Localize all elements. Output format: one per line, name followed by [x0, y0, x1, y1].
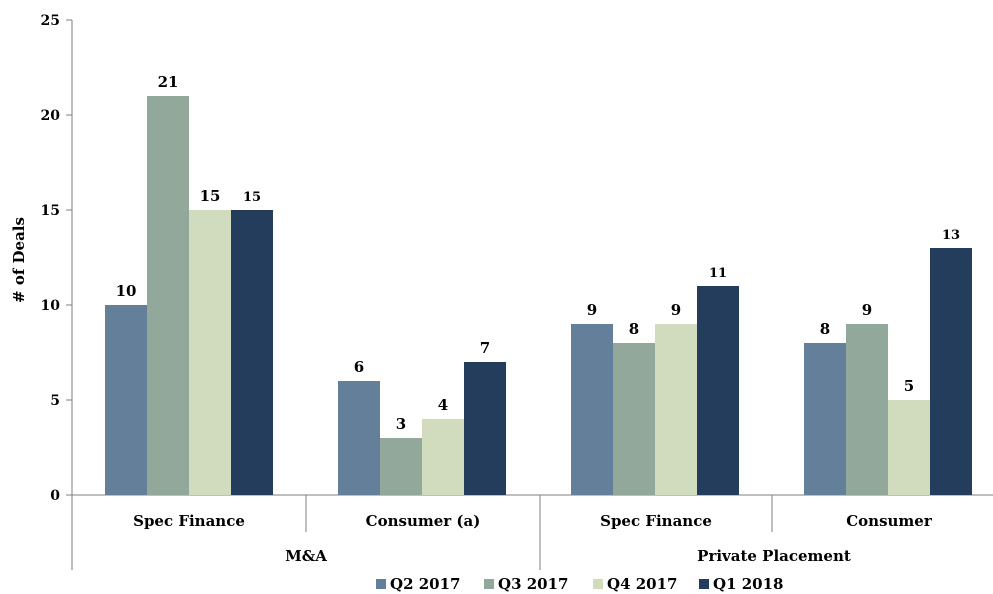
bar: [189, 210, 231, 495]
legend-label: Q3 2017: [498, 575, 568, 593]
category-label: Spec Finance: [133, 512, 245, 530]
legend-swatch: [484, 579, 494, 589]
data-label: 15: [243, 190, 261, 205]
legend-swatch: [593, 579, 603, 589]
data-label: 3: [396, 415, 406, 433]
data-label: 9: [671, 301, 681, 319]
legend: Q2 2017 Q3 2017 Q4 2017 Q1 2018: [376, 575, 783, 593]
category-label: Consumer (a): [366, 512, 481, 530]
data-label: 8: [820, 320, 830, 338]
data-label: 10: [116, 282, 137, 300]
bar: [697, 286, 739, 495]
bars: [105, 96, 972, 495]
data-label: 9: [862, 301, 872, 319]
data-label: 21: [158, 73, 179, 91]
category-labels: Spec Finance Consumer (a) Spec Finance Cons…: [133, 512, 933, 565]
bar: [888, 400, 930, 495]
group-label: Private Placement: [697, 547, 851, 565]
data-label: 7: [480, 339, 490, 357]
legend-swatch: [376, 579, 386, 589]
y-tick-label: 20: [41, 108, 61, 124]
data-label: 11: [709, 266, 727, 281]
category-label: Consumer: [846, 512, 933, 530]
legend-label: Q1 2018: [713, 575, 783, 593]
data-label: 13: [942, 228, 960, 243]
y-tick-label: 25: [41, 13, 60, 29]
bar: [464, 362, 506, 495]
data-label: 15: [200, 187, 221, 205]
bar: [613, 343, 655, 495]
bar: [930, 248, 972, 495]
bar: [846, 324, 888, 495]
data-label: 8: [629, 320, 639, 338]
bar: [655, 324, 697, 495]
legend-label: Q4 2017: [607, 575, 677, 593]
y-tick-label: 10: [41, 298, 61, 314]
bar: [338, 381, 380, 495]
data-label: 9: [587, 301, 597, 319]
legend-swatch: [699, 579, 709, 589]
bar: [571, 324, 613, 495]
y-tick-label: 5: [50, 393, 60, 409]
data-label: 6: [354, 358, 364, 376]
group-label: M&A: [285, 547, 327, 565]
bar: [231, 210, 273, 495]
y-tick-label: 0: [50, 488, 60, 504]
bar: [380, 438, 422, 495]
data-label: 5: [904, 377, 914, 395]
legend-label: Q2 2017: [390, 575, 460, 593]
bar: [804, 343, 846, 495]
bar: [147, 96, 189, 495]
bar: [422, 419, 464, 495]
bar: [105, 305, 147, 495]
category-label: Spec Finance: [600, 512, 712, 530]
y-tick-label: 15: [41, 203, 60, 219]
data-label: 4: [438, 396, 448, 414]
data-labels: 10 6 9 8 21 3 8 9 15 4 9 5 15 7 11 13: [116, 73, 960, 433]
y-axis-label: # of Deals: [10, 217, 28, 303]
